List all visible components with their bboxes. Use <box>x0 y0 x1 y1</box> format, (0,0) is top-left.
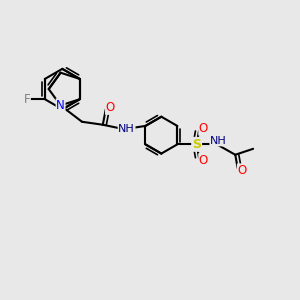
Text: N: N <box>56 99 65 112</box>
Text: O: O <box>199 122 208 135</box>
Text: NH: NH <box>210 136 227 146</box>
Text: F: F <box>24 93 30 106</box>
Text: NH: NH <box>118 124 135 134</box>
Text: O: O <box>199 154 208 166</box>
Text: S: S <box>192 138 201 151</box>
Text: O: O <box>106 101 115 114</box>
Text: O: O <box>238 164 247 177</box>
